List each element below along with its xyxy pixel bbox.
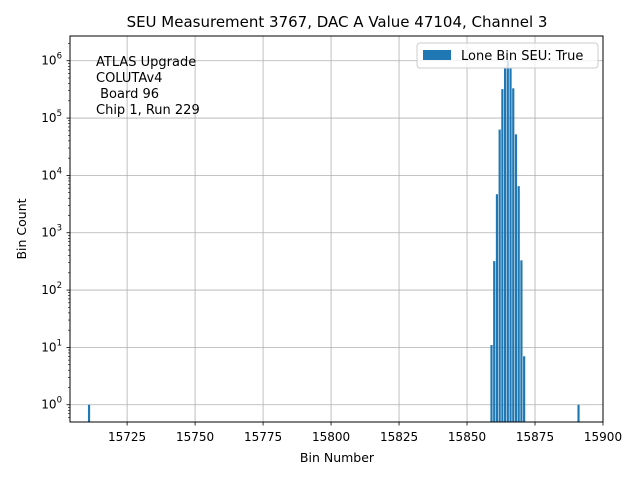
y-tick-label: 106 [41,52,62,68]
annotation-line: COLUTAv4 [96,71,162,86]
bar [506,60,509,423]
y-tick-label: 104 [41,166,62,182]
bar [512,88,515,422]
x-tick-label: 15900 [584,430,622,444]
bar [490,345,493,422]
y-tick-label: 103 [41,224,62,240]
y-tick-label: 100 [41,396,62,412]
bar [523,356,526,422]
annotation-line: ATLAS Upgrade [96,55,196,70]
bar [577,404,580,422]
bar [514,134,518,422]
legend-swatch [423,50,451,60]
y-axis-label: Bin Count [14,198,29,259]
bar [509,67,512,423]
x-tick-label: 15875 [516,430,554,444]
bars [87,60,580,423]
bar [493,261,496,422]
plot-frame [69,35,604,423]
x-tick-label: 15775 [244,430,282,444]
x-tick-label: 15850 [448,430,486,444]
y-tick-label: 102 [41,281,62,297]
bar [520,260,523,422]
bar [495,194,499,422]
bar [504,67,507,423]
annotation-line: Board 96 [96,87,159,102]
legend: Lone Bin SEU: True [416,42,599,69]
bar [501,89,504,422]
x-axis-label: Bin Number [300,450,375,465]
bar [87,404,91,422]
bar [498,129,501,423]
chart-title: SEU Measurement 3767, DAC A Value 47104,… [127,13,548,31]
x-tick-label: 15825 [380,430,418,444]
x-tick-label: 15800 [312,430,350,444]
y-tick-label: 105 [41,109,62,125]
x-tick-label: 15725 [108,430,146,444]
annotation-line: Chip 1, Run 229 [96,103,200,118]
bar [517,186,520,422]
legend-label: Lone Bin SEU: True [461,49,583,64]
legend-box [416,42,599,69]
x-tick-label: 15750 [176,430,214,444]
x-axis: 15725 15750 15775 15800 15825 15850 15875 15900 [108,422,622,444]
y-axis: 100 101 102 103 104 105 106 [41,43,70,418]
y-tick-label: 101 [41,338,62,354]
